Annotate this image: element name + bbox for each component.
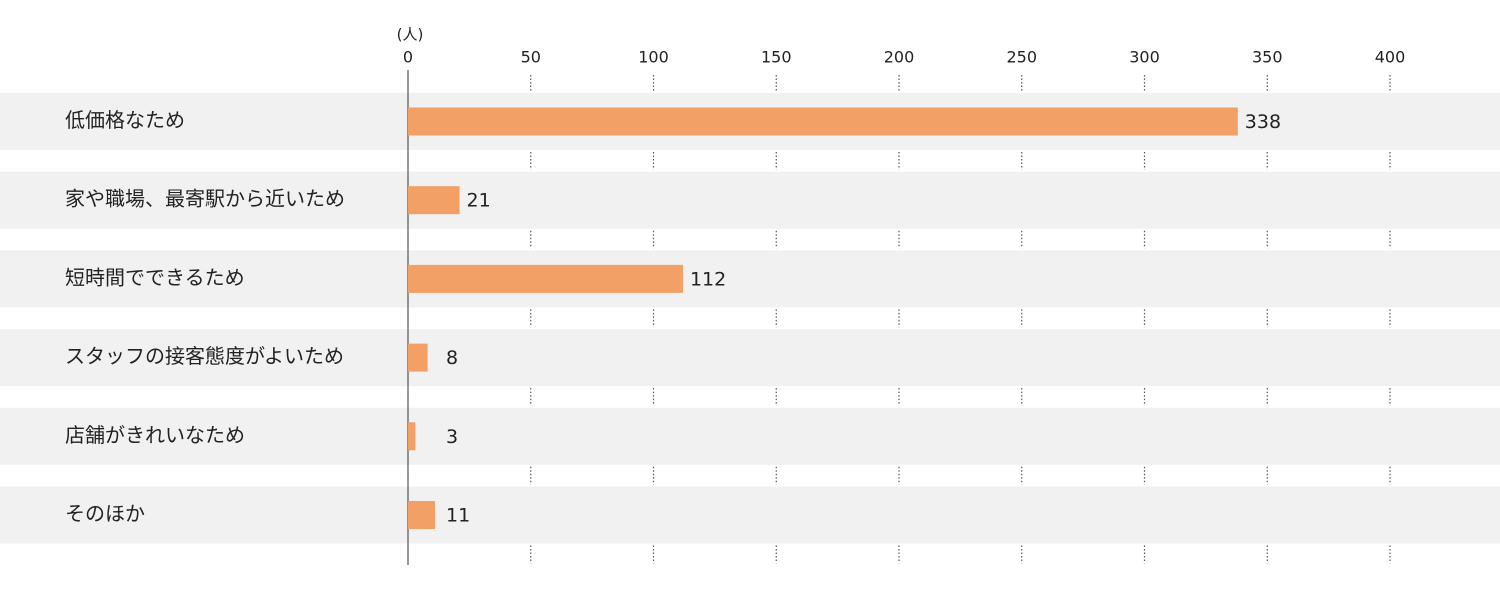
value-label: 3	[446, 426, 458, 448]
category-label: 店舗がきれいなため	[65, 423, 245, 447]
row-band	[0, 171, 1500, 229]
unit-label: (人)	[397, 26, 424, 44]
x-tick-label: 0	[403, 48, 413, 67]
x-tick-label: 200	[884, 48, 915, 67]
x-tick-label: 250	[1006, 48, 1037, 67]
bar	[408, 186, 460, 215]
x-tick-label: 400	[1375, 48, 1406, 67]
category-label: 家や職場、最寄駅から近いため	[65, 187, 345, 211]
x-tick-label: 350	[1252, 48, 1283, 67]
row-band	[0, 407, 1500, 465]
x-tick-label: 300	[1129, 48, 1160, 67]
row-band	[0, 486, 1500, 544]
value-label: 338	[1245, 111, 1281, 133]
x-tick-label: 150	[761, 48, 792, 67]
category-label: スタッフの接客態度がよいため	[65, 344, 344, 368]
x-tick-label: 100	[638, 48, 669, 67]
row-band	[0, 250, 1500, 308]
value-label: 11	[446, 505, 470, 527]
row-band	[0, 329, 1500, 387]
category-label: 短時間でできるため	[65, 265, 245, 289]
category-label: そのほか	[65, 502, 145, 526]
bar	[408, 264, 683, 293]
value-label: 112	[690, 268, 726, 290]
category-label: 低価格なため	[65, 108, 185, 132]
value-label: 8	[446, 347, 458, 369]
x-tick-label: 50	[521, 48, 541, 67]
bar	[408, 422, 416, 451]
bar	[408, 107, 1238, 136]
value-label: 21	[467, 190, 491, 212]
bar	[408, 501, 436, 529]
bar	[408, 343, 428, 372]
